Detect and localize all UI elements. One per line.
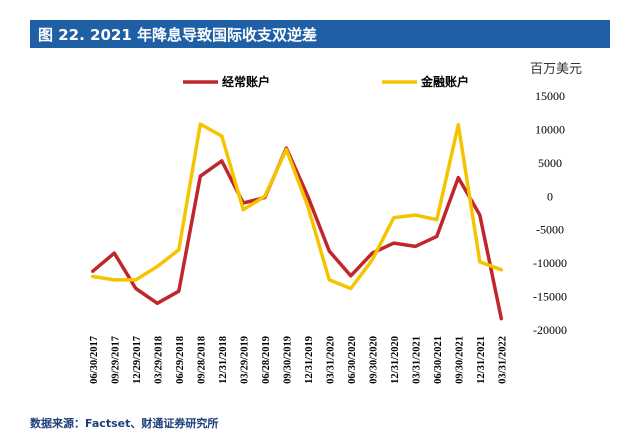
x-tick-label: 03/31/2021 <box>411 336 422 384</box>
x-tick-label: 12/31/2019 <box>304 336 315 384</box>
x-tick-label: 06/28/2019 <box>261 336 272 384</box>
y-axis: 15000 10000 5000 0 -5000 -10000 -15000 -20000 <box>533 89 567 337</box>
legend-label: 经常账户 <box>222 74 270 89</box>
x-tick-label: 03/29/2018 <box>153 336 164 384</box>
y-tick-label: 0 <box>547 189 553 203</box>
x-tick-label: 03/31/2020 <box>325 336 336 384</box>
x-axis: 06/30/2017 09/29/2017 12/29/2017 03/29/2018… <box>89 336 509 384</box>
x-tick-label: 06/30/2020 <box>347 336 358 384</box>
series-line-current-account <box>91 146 504 321</box>
x-tick-label: 09/30/2020 <box>368 336 379 384</box>
x-tick-label: 12/31/2020 <box>390 336 401 384</box>
chart-title: 图 22. 2021 年降息导致国际收支双逆差 <box>38 26 317 44</box>
x-tick-label: 12/31/2018 <box>218 336 229 384</box>
title-bar: 图 22. 2021 年降息导致国际收支双逆差 <box>30 20 610 48</box>
x-tick-label: 09/30/2021 <box>454 336 465 384</box>
x-tick-label: 09/30/2019 <box>282 336 293 384</box>
x-tick-label: 06/30/2021 <box>433 336 444 384</box>
y-tick-label: -10000 <box>533 256 567 270</box>
x-tick-label: 09/29/2017 <box>110 336 121 384</box>
y-tick-label: -15000 <box>533 290 567 304</box>
series-line-financial-account <box>91 122 504 291</box>
y-tick-label: 5000 <box>538 156 562 170</box>
y-axis-unit-label: 百万美元 <box>530 62 583 77</box>
legend: 经常账户 金融账户 <box>183 74 469 89</box>
source-note: 数据来源：Factset、财通证券研究所 <box>30 417 219 430</box>
x-tick-label: 03/31/2022 <box>497 336 508 384</box>
x-tick-label: 06/29/2018 <box>175 336 186 384</box>
x-tick-label: 12/31/2021 <box>476 336 487 384</box>
y-tick-label: -5000 <box>536 223 564 237</box>
series-lines <box>91 122 504 321</box>
y-tick-label: 10000 <box>535 122 565 136</box>
x-tick-label: 12/29/2017 <box>132 336 143 384</box>
x-tick-label: 09/28/2018 <box>196 336 207 384</box>
legend-label: 金融账户 <box>420 74 469 89</box>
y-tick-label: -20000 <box>533 323 567 337</box>
y-tick-label: 15000 <box>535 89 565 103</box>
x-tick-label: 03/29/2019 <box>239 336 250 384</box>
x-tick-label: 06/30/2017 <box>89 336 100 384</box>
